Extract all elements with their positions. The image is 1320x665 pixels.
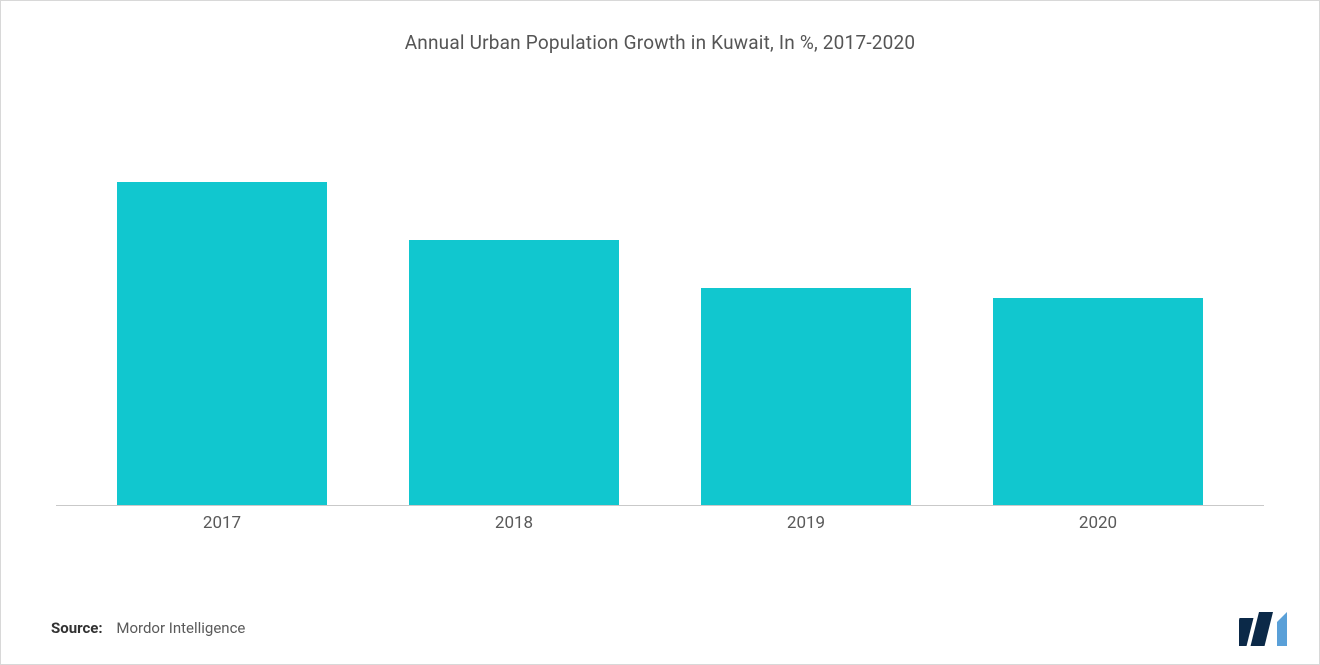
bar-2018 [409, 240, 619, 505]
x-label-2019: 2019 [660, 513, 952, 533]
source-label: Source: [51, 619, 103, 637]
source-line: Source: Mordor Intelligence [51, 619, 245, 637]
x-axis-labels: 2017201820192020 [56, 513, 1264, 533]
chart-title: Annual Urban Population Growth in Kuwait… [1, 1, 1319, 54]
x-label-2018: 2018 [368, 513, 660, 533]
x-label-2020: 2020 [952, 513, 1244, 533]
bar-2020 [993, 298, 1203, 505]
plot-area [56, 101, 1264, 506]
mordor-logo-icon [1239, 612, 1287, 646]
x-label-2017: 2017 [76, 513, 368, 533]
source-value: Mordor Intelligence [116, 619, 245, 637]
bar-2017 [117, 182, 327, 505]
bar-2019 [701, 288, 911, 505]
